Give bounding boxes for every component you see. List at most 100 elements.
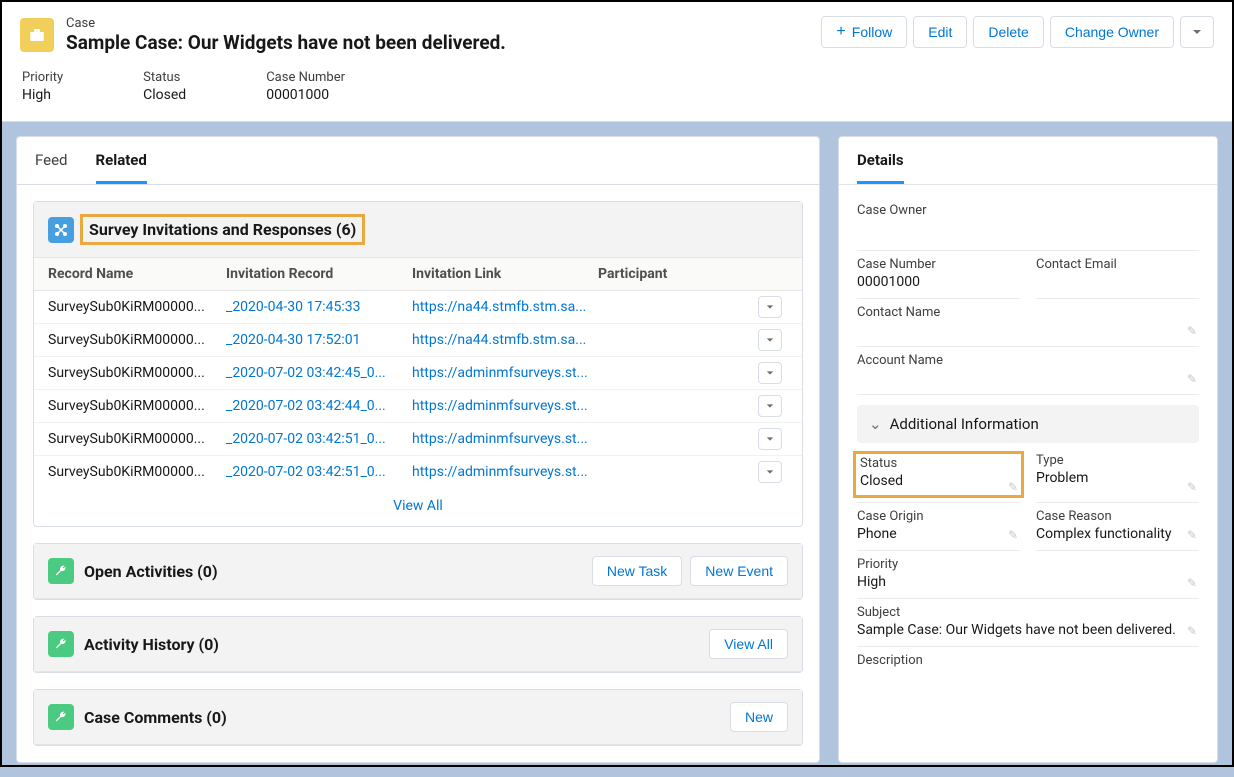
table-row: SurveySub0KiRM00000..._2020-04-30 17:45:… bbox=[34, 291, 802, 324]
priority-label: Priority bbox=[857, 557, 1199, 572]
survey-title-highlight: Survey Invitations and Responses (6) bbox=[80, 214, 365, 245]
hl-label: Priority bbox=[22, 70, 63, 85]
related-activity-history: Activity History (0) View All bbox=[33, 616, 803, 673]
account-name-label: Account Name bbox=[857, 353, 1199, 368]
description-label: Description bbox=[857, 653, 1199, 668]
follow-button[interactable]: + Follow bbox=[821, 16, 907, 48]
cell-record[interactable]: SurveySub0KiRM00000... bbox=[48, 464, 226, 480]
new-task-button[interactable]: New Task bbox=[592, 556, 682, 586]
tab-feed[interactable]: Feed bbox=[35, 137, 68, 184]
status-value: Closed bbox=[860, 473, 1017, 491]
cell-record[interactable]: SurveySub0KiRM00000... bbox=[48, 332, 226, 348]
open-activities-title[interactable]: Open Activities (0) bbox=[84, 562, 218, 581]
record-header: Case Sample Case: Our Widgets have not b… bbox=[2, 2, 1232, 122]
cell-invitation-link[interactable]: _2020-07-02 03:42:44_0... bbox=[226, 398, 412, 414]
reason-value: Complex functionality bbox=[1036, 526, 1199, 544]
case-comments-title[interactable]: Case Comments (0) bbox=[84, 708, 227, 727]
status-field: Status Closed ✎ bbox=[857, 447, 1020, 503]
more-actions-button[interactable] bbox=[1180, 16, 1214, 48]
origin-label: Case Origin bbox=[857, 509, 1020, 524]
col-link: Invitation Link bbox=[412, 266, 598, 282]
table-row: SurveySub0KiRM00000..._2020-07-02 03:42:… bbox=[34, 423, 802, 456]
caret-down-icon bbox=[766, 369, 774, 377]
delete-button[interactable]: Delete bbox=[973, 16, 1043, 48]
table-row: SurveySub0KiRM00000..._2020-07-02 03:42:… bbox=[34, 357, 802, 390]
pencil-icon[interactable]: ✎ bbox=[1187, 624, 1197, 638]
contact-email-label: Contact Email bbox=[1036, 257, 1199, 272]
cell-url-link[interactable]: https://adminmfsurveys.st... bbox=[412, 464, 598, 480]
pencil-icon[interactable]: ✎ bbox=[1187, 576, 1197, 590]
type-label: Type bbox=[1036, 453, 1199, 468]
survey-title[interactable]: Survey Invitations and Responses (6) bbox=[89, 220, 356, 239]
wrench-icon bbox=[48, 704, 74, 730]
cell-record[interactable]: SurveySub0KiRM00000... bbox=[48, 398, 226, 414]
highlights-panel: Priority High Status Closed Case Number … bbox=[20, 70, 1214, 113]
section-additional-info[interactable]: ⌄ Additional Information bbox=[857, 405, 1199, 443]
cell-url-link[interactable]: https://na44.stmfb.stm.sa... bbox=[412, 299, 598, 315]
pencil-icon[interactable]: ✎ bbox=[1008, 480, 1018, 494]
related-case-comments: Case Comments (0) New bbox=[33, 689, 803, 746]
details-panel: Details Case Owner Case Number 00001000 … bbox=[838, 136, 1218, 763]
pencil-icon[interactable]: ✎ bbox=[1008, 528, 1018, 542]
caret-down-icon bbox=[766, 468, 774, 476]
cell-url-link[interactable]: https://adminmfsurveys.st... bbox=[412, 398, 598, 414]
cell-invitation-link[interactable]: _2020-07-02 03:42:51_0... bbox=[226, 464, 412, 480]
chevron-down-icon: ⌄ bbox=[869, 415, 882, 433]
related-open-activities: Open Activities (0) New Task New Event bbox=[33, 543, 803, 600]
tab-related[interactable]: Related bbox=[96, 137, 147, 184]
cell-record[interactable]: SurveySub0KiRM00000... bbox=[48, 365, 226, 381]
col-invitation: Invitation Record bbox=[226, 266, 412, 282]
wrench-icon bbox=[48, 558, 74, 584]
row-menu-button[interactable] bbox=[758, 428, 782, 450]
hl-value: 00001000 bbox=[266, 87, 345, 103]
row-menu-button[interactable] bbox=[758, 362, 782, 384]
highlight-priority: Priority High bbox=[22, 70, 63, 103]
cell-invitation-link[interactable]: _2020-07-02 03:42:51_0... bbox=[226, 431, 412, 447]
new-comment-button[interactable]: New bbox=[730, 702, 788, 732]
change-owner-button[interactable]: Change Owner bbox=[1050, 16, 1174, 48]
account-name-value bbox=[857, 370, 1199, 388]
page-title: Sample Case: Our Widgets have not been d… bbox=[66, 31, 506, 54]
pencil-icon[interactable]: ✎ bbox=[1187, 480, 1197, 494]
tab-details[interactable]: Details bbox=[857, 137, 904, 184]
cell-record[interactable]: SurveySub0KiRM00000... bbox=[48, 299, 226, 315]
view-all-link[interactable]: View All bbox=[393, 498, 443, 514]
cell-invitation-link[interactable]: _2020-04-30 17:52:01 bbox=[226, 332, 412, 348]
row-menu-button[interactable] bbox=[758, 329, 782, 351]
new-event-button[interactable]: New Event bbox=[690, 556, 788, 586]
cell-url-link[interactable]: https://na44.stmfb.stm.sa... bbox=[412, 332, 598, 348]
pencil-icon[interactable]: ✎ bbox=[1187, 528, 1197, 542]
contact-name-label: Contact Name bbox=[857, 305, 1199, 320]
row-menu-button[interactable] bbox=[758, 395, 782, 417]
survey-table-header: Record Name Invitation Record Invitation… bbox=[34, 258, 802, 291]
pencil-icon[interactable]: ✎ bbox=[1187, 372, 1197, 386]
reason-label: Case Reason bbox=[1036, 509, 1199, 524]
cell-invitation-link[interactable]: _2020-04-30 17:45:33 bbox=[226, 299, 412, 315]
cell-invitation-link[interactable]: _2020-07-02 03:42:45_0... bbox=[226, 365, 412, 381]
wrench-icon bbox=[48, 631, 74, 657]
hl-label: Case Number bbox=[266, 70, 345, 85]
hl-value: High bbox=[22, 87, 63, 103]
case-owner-value bbox=[857, 220, 1199, 238]
section-title: Additional Information bbox=[890, 415, 1039, 433]
row-menu-button[interactable] bbox=[758, 296, 782, 318]
type-value: Problem bbox=[1036, 470, 1199, 488]
highlight-status: Status Closed bbox=[143, 70, 186, 103]
col-participant: Participant bbox=[598, 266, 758, 282]
hl-value: Closed bbox=[143, 87, 186, 103]
cell-url-link[interactable]: https://adminmfsurveys.st... bbox=[412, 365, 598, 381]
case-owner-label: Case Owner bbox=[857, 203, 1199, 218]
edit-button[interactable]: Edit bbox=[913, 16, 967, 48]
survey-icon bbox=[48, 217, 74, 243]
object-label: Case bbox=[66, 16, 506, 31]
cell-record[interactable]: SurveySub0KiRM00000... bbox=[48, 431, 226, 447]
cell-url-link[interactable]: https://adminmfsurveys.st... bbox=[412, 431, 598, 447]
survey-view-all: View All bbox=[34, 488, 802, 526]
caret-down-icon bbox=[766, 336, 774, 344]
activity-history-view-all-button[interactable]: View All bbox=[709, 629, 788, 659]
table-row: SurveySub0KiRM00000..._2020-07-02 03:42:… bbox=[34, 390, 802, 423]
activity-history-title[interactable]: Activity History (0) bbox=[84, 635, 219, 654]
subject-label: Subject bbox=[857, 605, 1199, 620]
pencil-icon[interactable]: ✎ bbox=[1187, 324, 1197, 338]
row-menu-button[interactable] bbox=[758, 461, 782, 483]
